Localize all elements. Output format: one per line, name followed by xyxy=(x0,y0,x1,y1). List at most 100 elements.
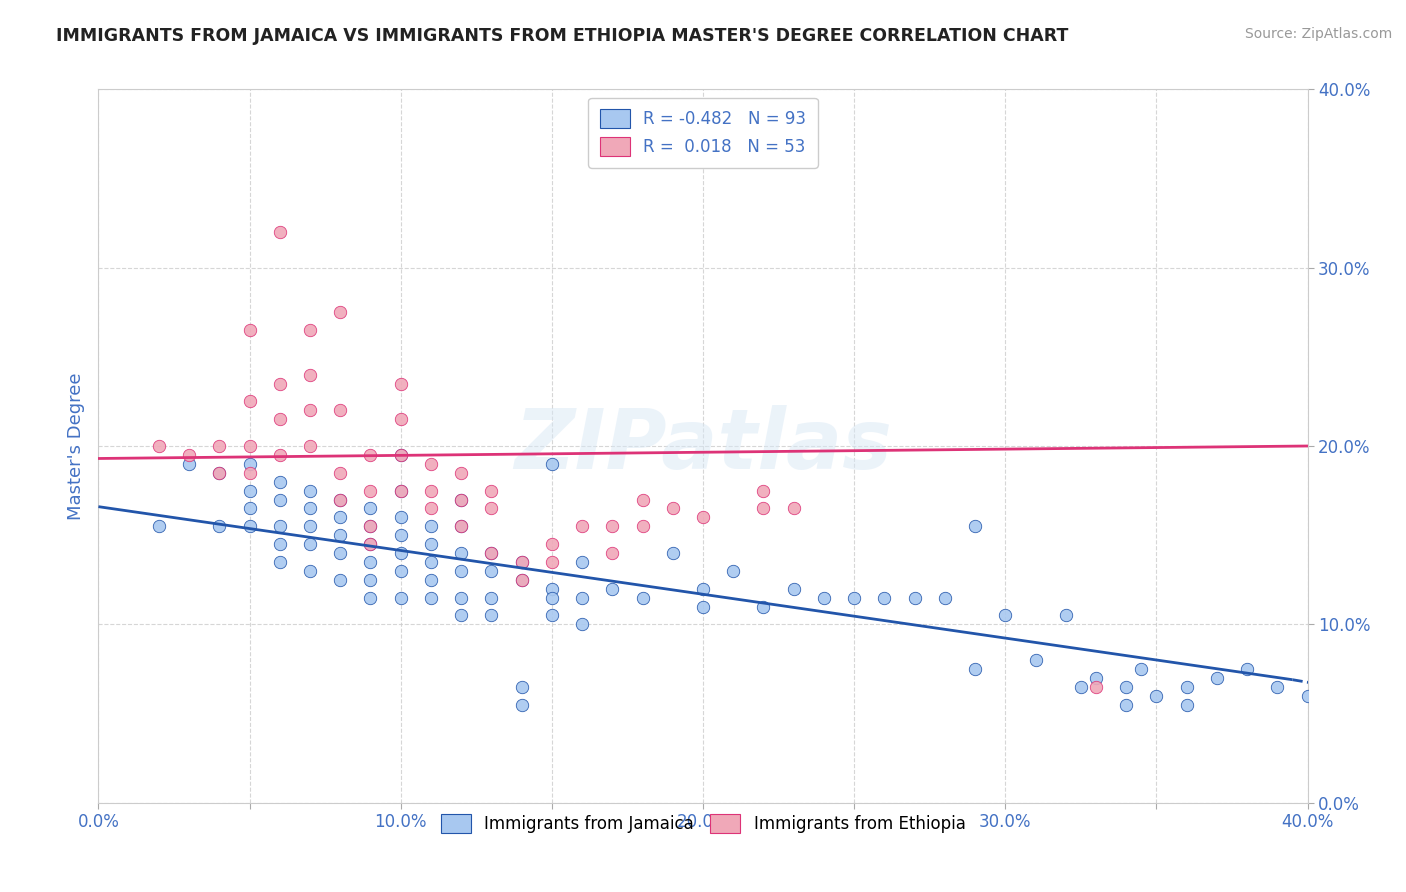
Point xyxy=(329,528,352,542)
Point xyxy=(692,599,714,614)
Point xyxy=(1296,689,1319,703)
Point xyxy=(299,403,322,417)
Point xyxy=(360,519,382,533)
Point xyxy=(1144,689,1167,703)
Point xyxy=(481,591,503,605)
Point xyxy=(510,698,533,712)
Point xyxy=(389,546,412,560)
Point xyxy=(269,376,291,391)
Point xyxy=(269,492,291,507)
Point xyxy=(631,492,654,507)
Point xyxy=(1267,680,1289,694)
Point xyxy=(661,501,683,516)
Point xyxy=(661,546,683,560)
Point xyxy=(571,555,593,569)
Point xyxy=(389,448,412,462)
Point xyxy=(360,555,382,569)
Point xyxy=(360,448,382,462)
Point xyxy=(239,439,262,453)
Point xyxy=(1175,698,1198,712)
Point xyxy=(329,510,352,524)
Point xyxy=(148,519,170,533)
Point xyxy=(299,501,322,516)
Point xyxy=(1115,680,1137,694)
Point xyxy=(450,492,472,507)
Point xyxy=(360,501,382,516)
Point xyxy=(540,457,562,471)
Point xyxy=(934,591,956,605)
Point xyxy=(208,439,231,453)
Point xyxy=(1085,671,1108,685)
Point xyxy=(239,323,262,337)
Point xyxy=(420,457,443,471)
Point xyxy=(450,591,472,605)
Text: ZIPatlas: ZIPatlas xyxy=(515,406,891,486)
Point xyxy=(571,519,593,533)
Point xyxy=(873,591,896,605)
Point xyxy=(631,519,654,533)
Point xyxy=(602,546,624,560)
Point xyxy=(360,537,382,551)
Point xyxy=(269,519,291,533)
Point xyxy=(540,537,562,551)
Point xyxy=(692,510,714,524)
Point xyxy=(965,519,987,533)
Point xyxy=(602,519,624,533)
Point xyxy=(540,555,562,569)
Point xyxy=(450,519,472,533)
Point xyxy=(269,412,291,426)
Point xyxy=(299,483,322,498)
Point xyxy=(329,546,352,560)
Point xyxy=(420,483,443,498)
Point xyxy=(510,573,533,587)
Point xyxy=(1054,608,1077,623)
Point xyxy=(389,448,412,462)
Point xyxy=(329,466,352,480)
Point xyxy=(420,501,443,516)
Point xyxy=(420,537,443,551)
Point xyxy=(208,466,231,480)
Point xyxy=(269,225,291,239)
Point xyxy=(631,591,654,605)
Point xyxy=(208,519,231,533)
Point xyxy=(208,466,231,480)
Y-axis label: Master's Degree: Master's Degree xyxy=(66,372,84,520)
Point xyxy=(481,546,503,560)
Point xyxy=(239,394,262,409)
Point xyxy=(389,591,412,605)
Point xyxy=(540,582,562,596)
Point xyxy=(299,564,322,578)
Point xyxy=(360,537,382,551)
Point xyxy=(752,599,775,614)
Point xyxy=(1085,680,1108,694)
Point xyxy=(420,519,443,533)
Point xyxy=(269,537,291,551)
Point xyxy=(1175,680,1198,694)
Point xyxy=(269,475,291,489)
Point xyxy=(540,608,562,623)
Point xyxy=(179,457,201,471)
Point xyxy=(540,591,562,605)
Point xyxy=(1236,662,1258,676)
Point xyxy=(1115,698,1137,712)
Point xyxy=(481,608,503,623)
Point xyxy=(1206,671,1229,685)
Point xyxy=(450,519,472,533)
Point xyxy=(299,439,322,453)
Point xyxy=(1024,653,1046,667)
Point xyxy=(1070,680,1092,694)
Point xyxy=(299,519,322,533)
Point xyxy=(420,555,443,569)
Point xyxy=(450,546,472,560)
Point xyxy=(965,662,987,676)
Point xyxy=(783,501,806,516)
Point xyxy=(239,466,262,480)
Point xyxy=(481,483,503,498)
Point xyxy=(752,501,775,516)
Point xyxy=(389,376,412,391)
Point xyxy=(239,457,262,471)
Point xyxy=(420,591,443,605)
Point xyxy=(360,573,382,587)
Point xyxy=(571,591,593,605)
Point xyxy=(510,555,533,569)
